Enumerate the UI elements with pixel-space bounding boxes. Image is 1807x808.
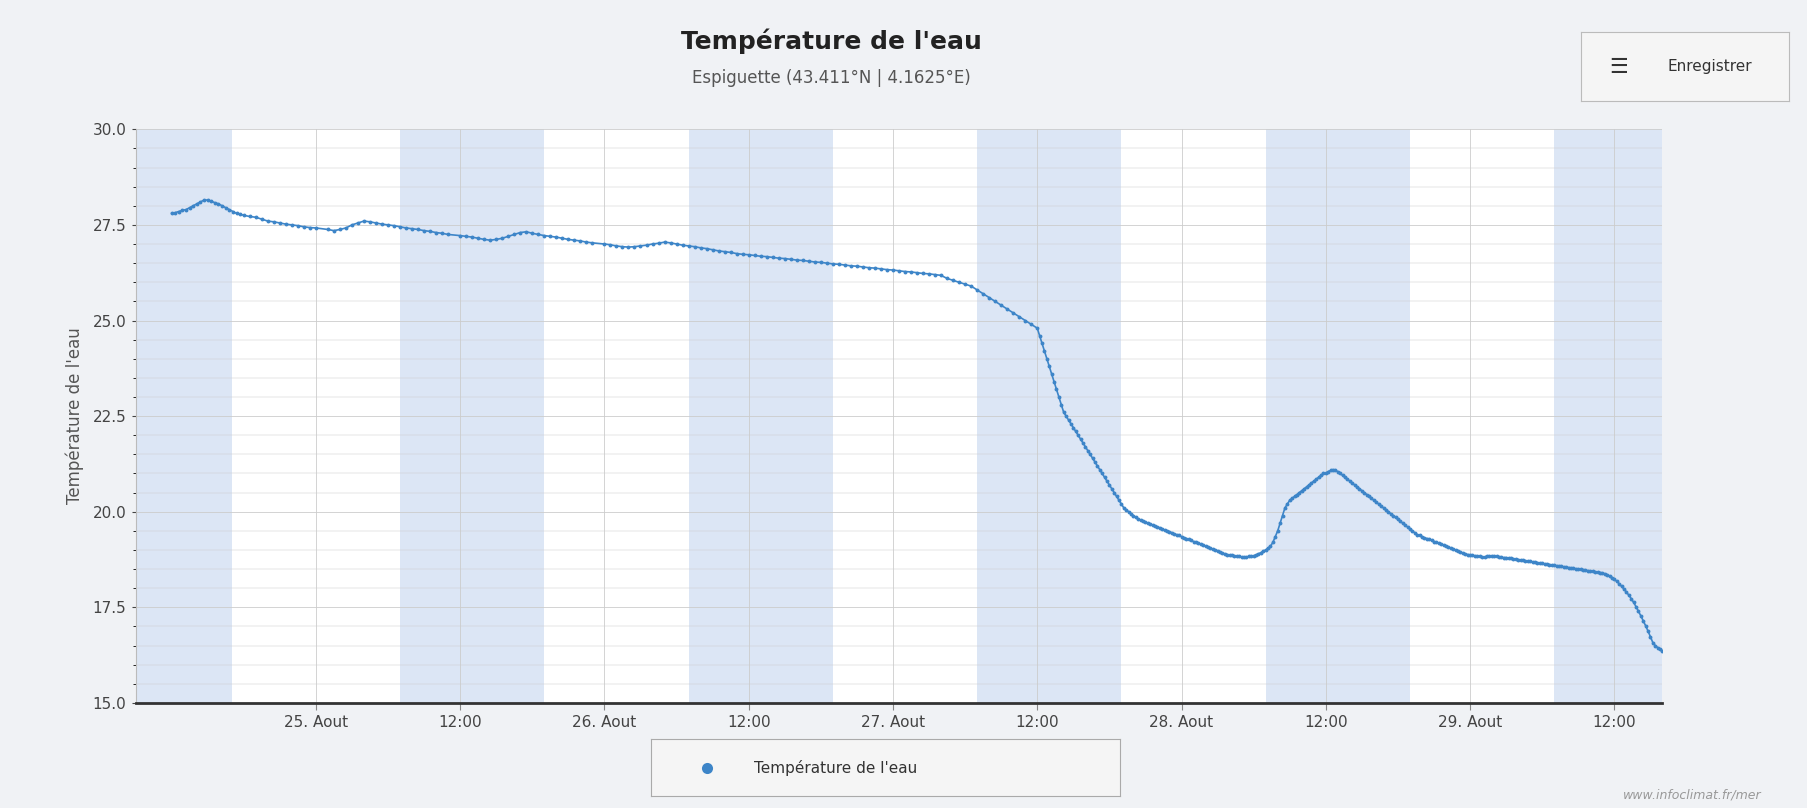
Bar — [399, 129, 544, 703]
Bar — [136, 129, 231, 703]
Y-axis label: Température de l'eau: Température de l'eau — [65, 328, 85, 504]
Text: Température de l'eau: Température de l'eau — [754, 760, 918, 776]
Bar — [1554, 129, 1662, 703]
Bar — [978, 129, 1122, 703]
Text: Espiguette (43.411°N | 4.1625°E): Espiguette (43.411°N | 4.1625°E) — [692, 69, 970, 86]
Bar — [688, 129, 833, 703]
Text: ☰: ☰ — [1610, 57, 1628, 77]
Text: www.infoclimat.fr/mer: www.infoclimat.fr/mer — [1623, 789, 1762, 802]
Text: Enregistrer: Enregistrer — [1668, 59, 1753, 74]
Text: Température de l'eau: Température de l'eau — [681, 28, 981, 54]
Bar — [1265, 129, 1409, 703]
